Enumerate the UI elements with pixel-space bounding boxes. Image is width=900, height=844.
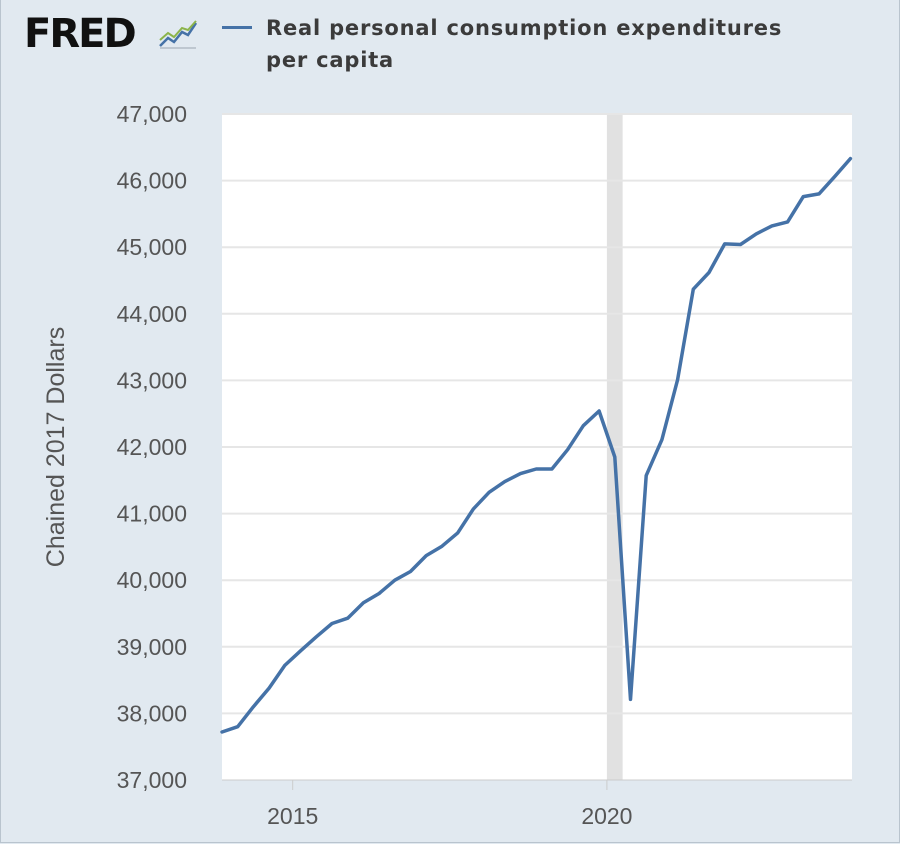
y-axis-title: Chained 2017 Dollars [42,327,70,567]
y-tick-label: 44,000 [117,301,187,327]
legend-swatch [222,26,252,29]
x-tick-label: 2020 [581,803,632,829]
y-tick-label: 40,000 [117,567,187,593]
y-tick-label: 37,000 [117,767,187,793]
x-tick-label: 2015 [267,803,318,829]
trend-line-icon [158,18,198,50]
y-tick-label: 43,000 [117,367,187,393]
grid-lines [222,113,852,715]
chart-header: FRED Real personal consumption expenditu… [0,0,900,90]
y-tick-label: 41,000 [117,501,187,527]
series-line [220,156,853,734]
y-axis-ticks: 37,000 38,000 39,000 40,000 41,000 42,000 43,0… [117,101,187,793]
x-axis-ticks: 2015 2020 [267,780,632,829]
y-tick-label: 45,000 [117,234,187,260]
y-tick-label: 38,000 [117,700,187,726]
y-tick-label: 46,000 [117,168,187,194]
y-tick-label: 47,000 [117,101,187,127]
y-tick-label: 42,000 [117,434,187,460]
fred-logo: FRED [24,11,137,57]
legend-label: Real personal consumption expenditures p… [266,16,783,72]
y-tick-label: 39,000 [117,634,187,660]
